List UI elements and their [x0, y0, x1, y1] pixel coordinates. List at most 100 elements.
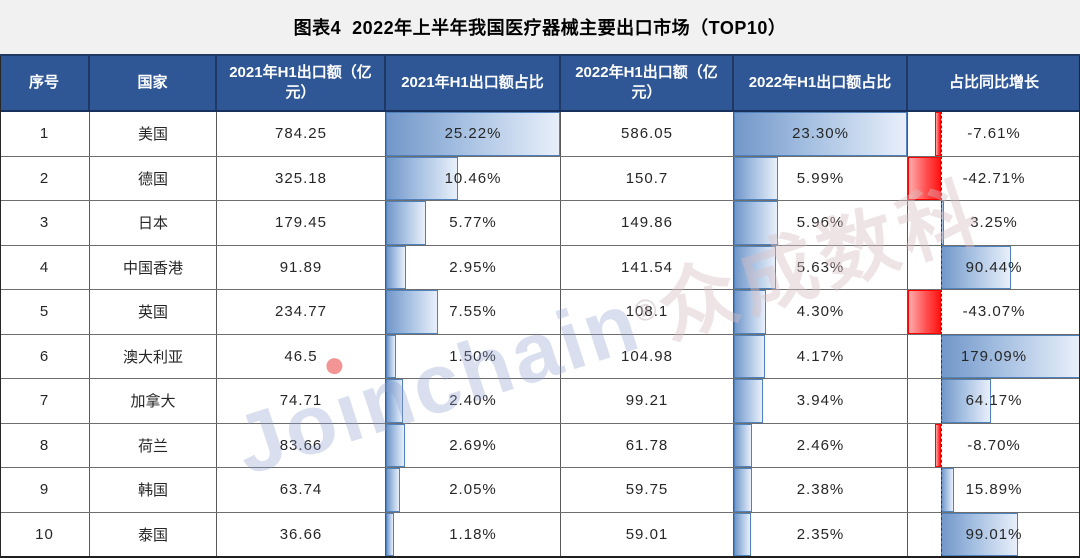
export-2021-cell: 91.89	[217, 245, 386, 289]
export-2022-cell: 104.98	[561, 334, 734, 378]
header-country: 国家	[90, 56, 217, 110]
share-2021-databar	[386, 468, 401, 512]
share-2022-cell: 2.35%	[734, 512, 908, 556]
country-cell: 加拿大	[90, 379, 217, 423]
growth-cell: 15.89%	[908, 468, 1080, 512]
export-2021-cell: 36.66	[217, 512, 386, 556]
share-2021-cell: 2.05%	[386, 468, 561, 512]
figure-title: 图表4 2022年上半年我国医疗器械主要出口市场（TOP10）	[293, 18, 787, 38]
share-2022-cell: 2.46%	[734, 423, 908, 467]
table-row: 6 澳大利亚 46.5 1.50% 104.98 4.17% 179.09%	[0, 333, 1080, 378]
growth-databar	[934, 423, 942, 467]
export-2021-cell: 784.25	[217, 112, 386, 156]
header-index: 序号	[0, 56, 90, 110]
table-row: 1 美国 784.25 25.22% 586.05 23.30% -7.61%	[0, 112, 1080, 156]
index-cell: 3	[0, 201, 90, 245]
growth-databar	[935, 112, 942, 156]
table-row: 7 加拿大 74.71 2.40% 99.21 3.94% 64.17%	[0, 378, 1080, 423]
table-row: 2 德国 325.18 10.46% 150.7 5.99% -42.71%	[0, 155, 1080, 200]
growth-cell: 99.01%	[908, 512, 1080, 556]
index-cell: 2	[0, 156, 90, 200]
growth-cell: 64.17%	[908, 379, 1080, 423]
share-2022-databar	[734, 245, 776, 289]
growth-zero-axis	[941, 112, 943, 156]
table-left-border	[0, 56, 1, 558]
export-2021-cell: 83.66	[217, 423, 386, 467]
share-2021-databar	[386, 512, 395, 556]
export-2022-cell: 586.05	[561, 112, 734, 156]
share-2021-cell: 7.55%	[386, 290, 561, 334]
index-cell: 8	[0, 423, 90, 467]
country-cell: 韩国	[90, 468, 217, 512]
share-2022-databar	[734, 334, 765, 378]
index-cell: 9	[0, 468, 90, 512]
growth-cell: 90.44%	[908, 245, 1080, 289]
share-2021-cell: 5.77%	[386, 201, 561, 245]
country-cell: 泰国	[90, 512, 217, 556]
export-2021-cell: 46.5	[217, 334, 386, 378]
share-2022-databar	[734, 112, 907, 156]
share-2021-cell: 10.46%	[386, 156, 561, 200]
growth-databar	[941, 379, 992, 423]
export-2022-cell: 149.86	[561, 201, 734, 245]
share-2022-databar	[734, 423, 753, 467]
growth-zero-axis	[941, 245, 943, 289]
table-row: 10 泰国 36.66 1.18% 59.01 2.35% 99.01%	[0, 511, 1080, 556]
share-2021-databar	[386, 156, 459, 200]
country-cell: 荷兰	[90, 423, 217, 467]
growth-databar	[941, 468, 954, 512]
share-2022-databar	[734, 468, 752, 512]
growth-zero-axis	[941, 201, 943, 245]
share-2021-cell: 2.69%	[386, 423, 561, 467]
share-2021-cell: 25.22%	[386, 112, 561, 156]
table-row: 4 中国香港 91.89 2.95% 141.54 5.63% 90.44%	[0, 244, 1080, 289]
country-cell: 美国	[90, 112, 217, 156]
export-2022-cell: 61.78	[561, 423, 734, 467]
export-2022-cell: 99.21	[561, 379, 734, 423]
share-2021-cell: 2.40%	[386, 379, 561, 423]
export-2021-cell: 179.45	[217, 201, 386, 245]
growth-zero-axis	[941, 334, 943, 378]
table-row: 8 荷兰 83.66 2.69% 61.78 2.46% -8.70%	[0, 422, 1080, 467]
country-cell: 中国香港	[90, 245, 217, 289]
growth-cell: -43.07%	[908, 290, 1080, 334]
table-row: 5 英国 234.77 7.55% 108.1 4.30% -43.07%	[0, 289, 1080, 334]
country-cell: 德国	[90, 156, 217, 200]
index-cell: 6	[0, 334, 90, 378]
growth-zero-axis	[941, 379, 943, 423]
index-cell: 4	[0, 245, 90, 289]
index-cell: 10	[0, 512, 90, 556]
growth-databar	[941, 512, 1018, 556]
share-2022-cell: 5.96%	[734, 201, 908, 245]
growth-zero-axis	[941, 468, 943, 512]
share-2022-cell: 4.17%	[734, 334, 908, 378]
growth-cell: -42.71%	[908, 156, 1080, 200]
share-2021-cell: 1.18%	[386, 512, 561, 556]
table-header-row: 序号 国家 2021年H1出口额（亿元） 2021年H1出口额占比 2022年H…	[0, 56, 1080, 112]
export-2022-cell: 141.54	[561, 245, 734, 289]
growth-databar	[908, 290, 942, 334]
header-share-2022: 2022年H1出口额占比	[734, 56, 908, 110]
header-share-2021: 2021年H1出口额占比	[386, 56, 561, 110]
index-cell: 1	[0, 112, 90, 156]
share-2021-databar	[386, 201, 426, 245]
header-growth: 占比同比增长	[948, 73, 1039, 91]
header-export-2021: 2021年H1出口额（亿元）	[217, 56, 386, 110]
share-2021-databar	[386, 112, 560, 156]
export-2021-cell: 234.77	[217, 290, 386, 334]
growth-zero-axis	[941, 156, 943, 200]
country-cell: 澳大利亚	[90, 334, 217, 378]
share-2021-databar	[386, 290, 439, 334]
growth-cell: -8.70%	[908, 423, 1080, 467]
table-body: 1 美国 784.25 25.22% 586.05 23.30% -7.61% …	[0, 112, 1080, 558]
share-2022-cell: 23.30%	[734, 112, 908, 156]
header-export-2022: 2022年H1出口额（亿元）	[561, 56, 734, 110]
share-2022-cell: 2.38%	[734, 468, 908, 512]
export-2021-cell: 74.71	[217, 379, 386, 423]
export-2022-cell: 59.01	[561, 512, 734, 556]
share-2021-databar	[386, 379, 403, 423]
share-2021-databar	[386, 334, 397, 378]
growth-cell: 3.25%	[908, 201, 1080, 245]
title-band: 图表4 2022年上半年我国医疗器械主要出口市场（TOP10）	[0, 0, 1080, 56]
